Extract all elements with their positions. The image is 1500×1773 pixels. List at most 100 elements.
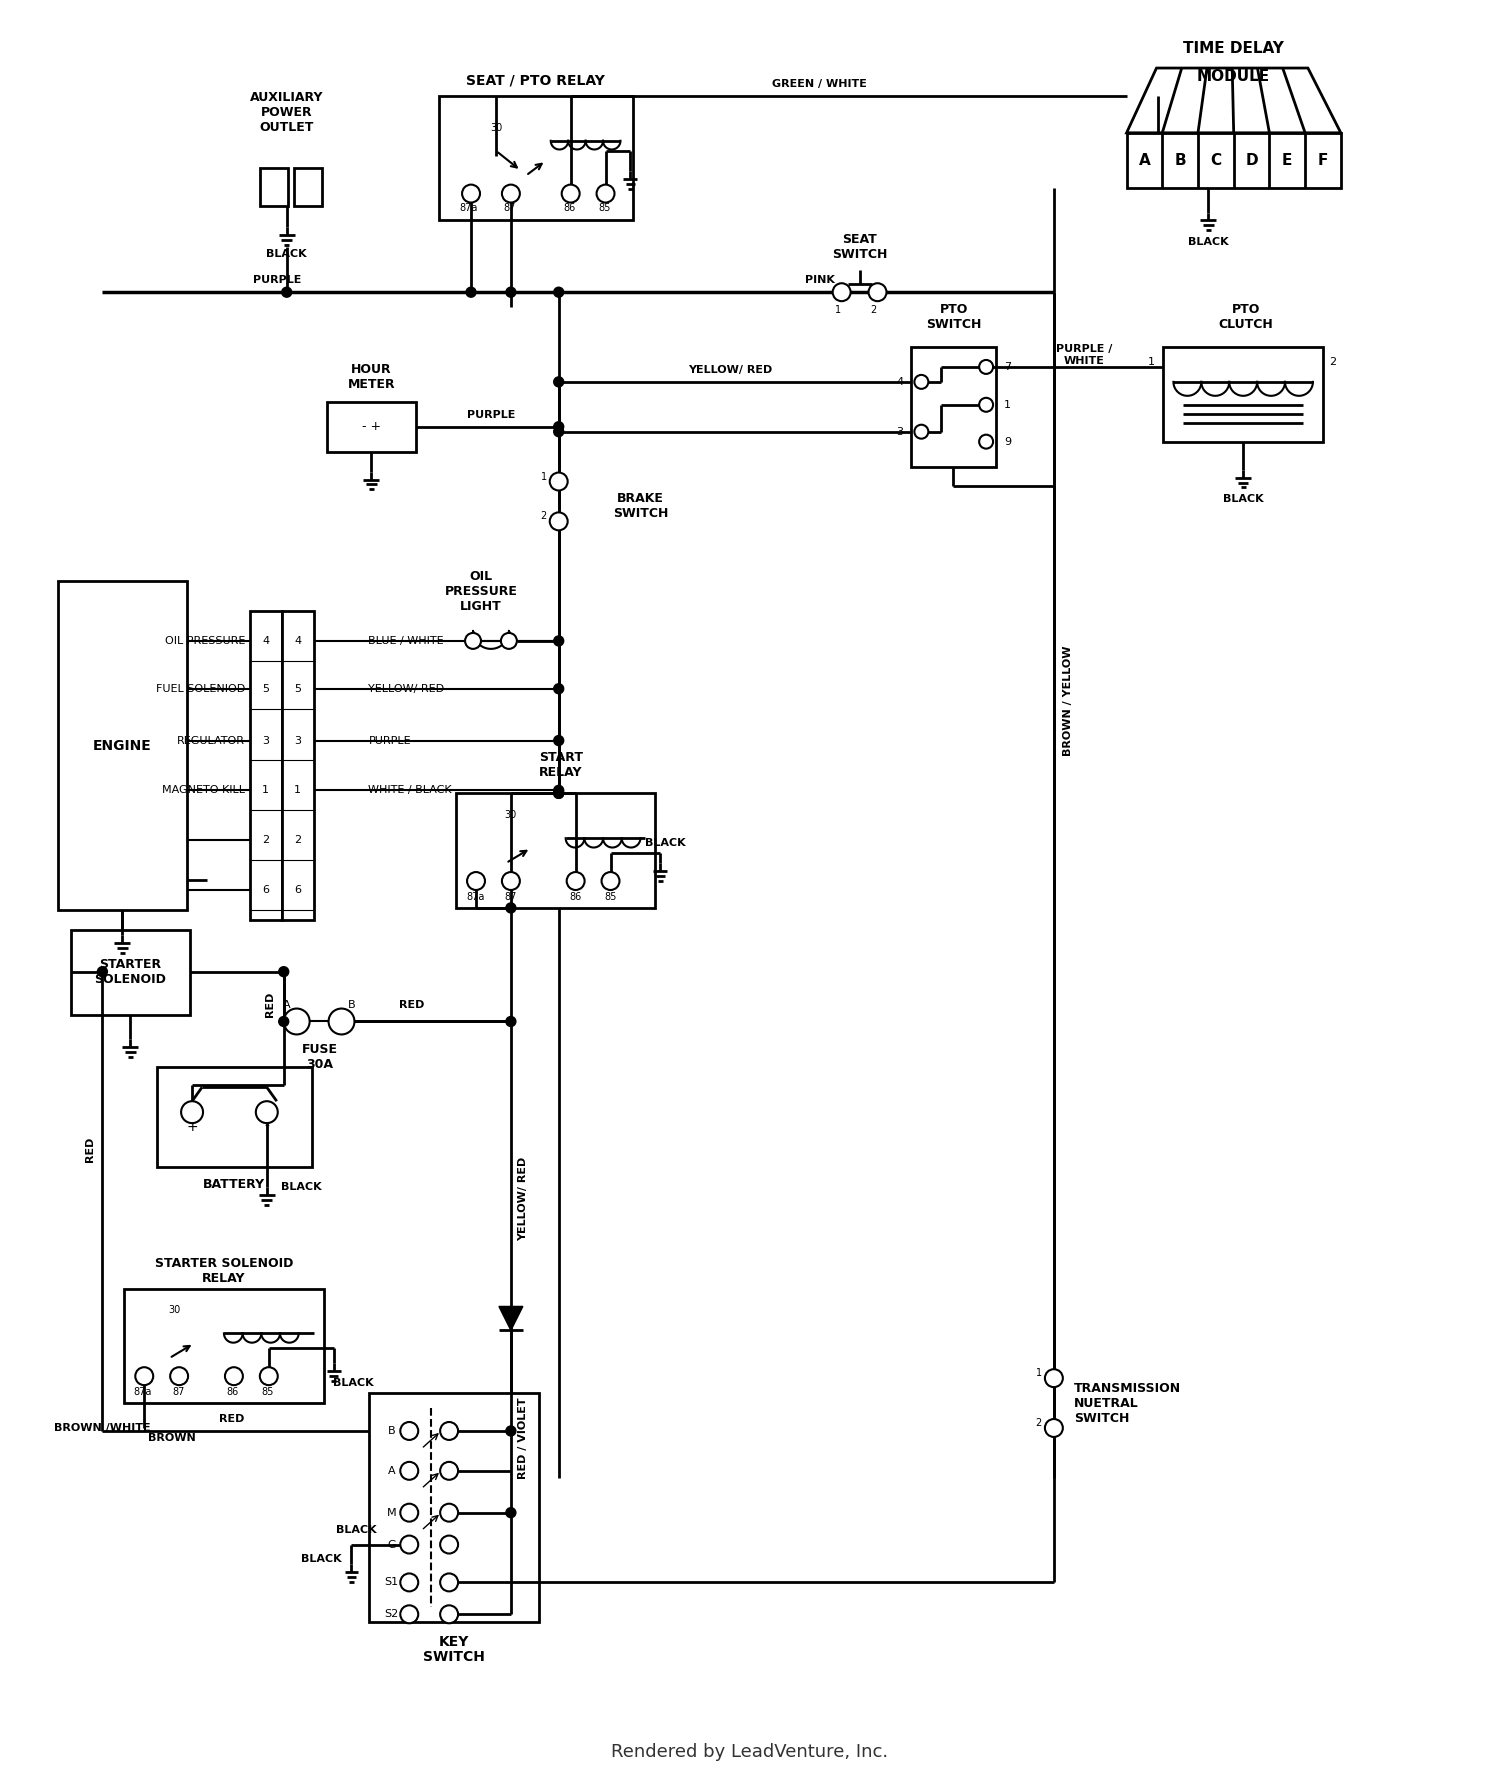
Circle shape	[549, 512, 567, 530]
Text: 1: 1	[262, 785, 270, 796]
Text: TRANSMISSION
NUETRAL
SWITCH: TRANSMISSION NUETRAL SWITCH	[1074, 1381, 1180, 1424]
Text: -: -	[264, 1121, 268, 1135]
Text: 1: 1	[540, 472, 548, 482]
Text: PINK: PINK	[806, 275, 834, 285]
Text: 4: 4	[294, 637, 302, 645]
Text: MAGNETO KILL: MAGNETO KILL	[162, 785, 244, 796]
Circle shape	[466, 872, 484, 890]
Bar	[1164, 348, 1323, 441]
Circle shape	[400, 1422, 418, 1440]
Circle shape	[915, 426, 928, 438]
Text: 86: 86	[226, 1386, 238, 1397]
Text: 5: 5	[294, 684, 302, 693]
Text: 2: 2	[870, 305, 876, 316]
Text: BLACK: BLACK	[645, 839, 686, 847]
Text: 6: 6	[262, 885, 270, 895]
Text: G: G	[387, 1539, 396, 1550]
Circle shape	[554, 427, 564, 436]
Circle shape	[400, 1463, 418, 1480]
Text: 6: 6	[294, 885, 302, 895]
Text: YELLOW/ RED: YELLOW/ RED	[688, 365, 772, 374]
Text: YELLOW/ RED: YELLOW/ RED	[518, 1156, 528, 1241]
Text: 2: 2	[262, 835, 270, 846]
Circle shape	[868, 284, 886, 301]
Circle shape	[260, 1367, 278, 1385]
Circle shape	[980, 434, 993, 449]
Polygon shape	[1126, 67, 1341, 133]
Text: S2: S2	[384, 1610, 399, 1619]
Bar	[251, 612, 282, 920]
Text: 30: 30	[168, 1305, 180, 1316]
Text: 2: 2	[1329, 356, 1336, 367]
Circle shape	[501, 633, 518, 649]
Circle shape	[554, 378, 564, 387]
Circle shape	[1046, 1369, 1064, 1386]
Text: A: A	[387, 1466, 394, 1475]
Text: 1: 1	[294, 785, 302, 796]
Text: 5: 5	[262, 684, 270, 693]
Circle shape	[440, 1463, 458, 1480]
Circle shape	[554, 789, 564, 798]
Text: START
RELAY: START RELAY	[538, 752, 582, 780]
Text: MODULE: MODULE	[1197, 69, 1270, 83]
Circle shape	[503, 184, 520, 202]
Circle shape	[506, 902, 516, 913]
Text: D: D	[1245, 152, 1258, 168]
Text: BROWN / YELLOW: BROWN / YELLOW	[1064, 645, 1072, 755]
Text: E: E	[1282, 152, 1293, 168]
Text: AUXILIARY
POWER
OUTLET: AUXILIARY POWER OUTLET	[251, 92, 324, 135]
Text: RED: RED	[399, 1000, 424, 1009]
Circle shape	[282, 287, 291, 298]
Text: 30: 30	[490, 122, 502, 133]
Text: 2: 2	[540, 511, 548, 521]
Text: BRAKE
SWITCH: BRAKE SWITCH	[612, 493, 668, 521]
Text: KEY: KEY	[440, 1635, 470, 1649]
Bar	[369, 1394, 538, 1622]
Text: BLACK: BLACK	[1188, 238, 1228, 248]
Text: 4: 4	[262, 637, 270, 645]
Text: 1: 1	[1148, 356, 1155, 367]
Bar	[912, 348, 996, 466]
Circle shape	[915, 374, 928, 388]
Text: OIL
PRESSURE
LIGHT: OIL PRESSURE LIGHT	[444, 569, 518, 613]
Circle shape	[554, 637, 564, 645]
Bar	[70, 929, 190, 1014]
Text: 86: 86	[564, 202, 576, 213]
Text: RED: RED	[219, 1415, 245, 1424]
Text: 87a: 87a	[460, 202, 478, 213]
Text: BLACK: BLACK	[267, 250, 308, 259]
Text: WHITE / BLACK: WHITE / BLACK	[369, 785, 452, 796]
Circle shape	[506, 1016, 516, 1027]
Bar	[124, 1289, 324, 1402]
Text: PURPLE: PURPLE	[369, 736, 411, 745]
Circle shape	[400, 1504, 418, 1521]
Bar	[456, 793, 656, 908]
Text: F: F	[1318, 152, 1328, 168]
Bar	[294, 168, 321, 206]
Text: PURPLE: PURPLE	[466, 410, 514, 420]
Circle shape	[400, 1535, 418, 1553]
Text: M: M	[387, 1507, 396, 1518]
Text: 86: 86	[570, 892, 582, 902]
Bar	[327, 402, 416, 452]
Text: BLACK: BLACK	[336, 1525, 376, 1535]
Text: 9: 9	[1004, 436, 1011, 447]
Bar	[57, 582, 188, 910]
Text: FUSE
30A: FUSE 30A	[302, 1043, 338, 1071]
Text: HOUR
METER: HOUR METER	[348, 363, 394, 390]
Text: STARTER SOLENOID: STARTER SOLENOID	[154, 1257, 292, 1269]
Circle shape	[567, 872, 585, 890]
Text: BROWN /WHITE: BROWN /WHITE	[54, 1424, 150, 1433]
Circle shape	[506, 1507, 516, 1518]
Text: 87: 87	[172, 1386, 184, 1397]
Text: Rendered by LeadVenture, Inc.: Rendered by LeadVenture, Inc.	[612, 1743, 888, 1761]
Text: FUEL SOLENIOD: FUEL SOLENIOD	[156, 684, 244, 693]
Circle shape	[182, 1101, 203, 1122]
Circle shape	[833, 284, 850, 301]
Text: 3: 3	[897, 427, 903, 436]
Circle shape	[440, 1573, 458, 1592]
Bar	[260, 168, 288, 206]
Text: OIL PRESSURE: OIL PRESSURE	[165, 637, 244, 645]
Circle shape	[98, 966, 108, 977]
Text: 87: 87	[504, 892, 518, 902]
